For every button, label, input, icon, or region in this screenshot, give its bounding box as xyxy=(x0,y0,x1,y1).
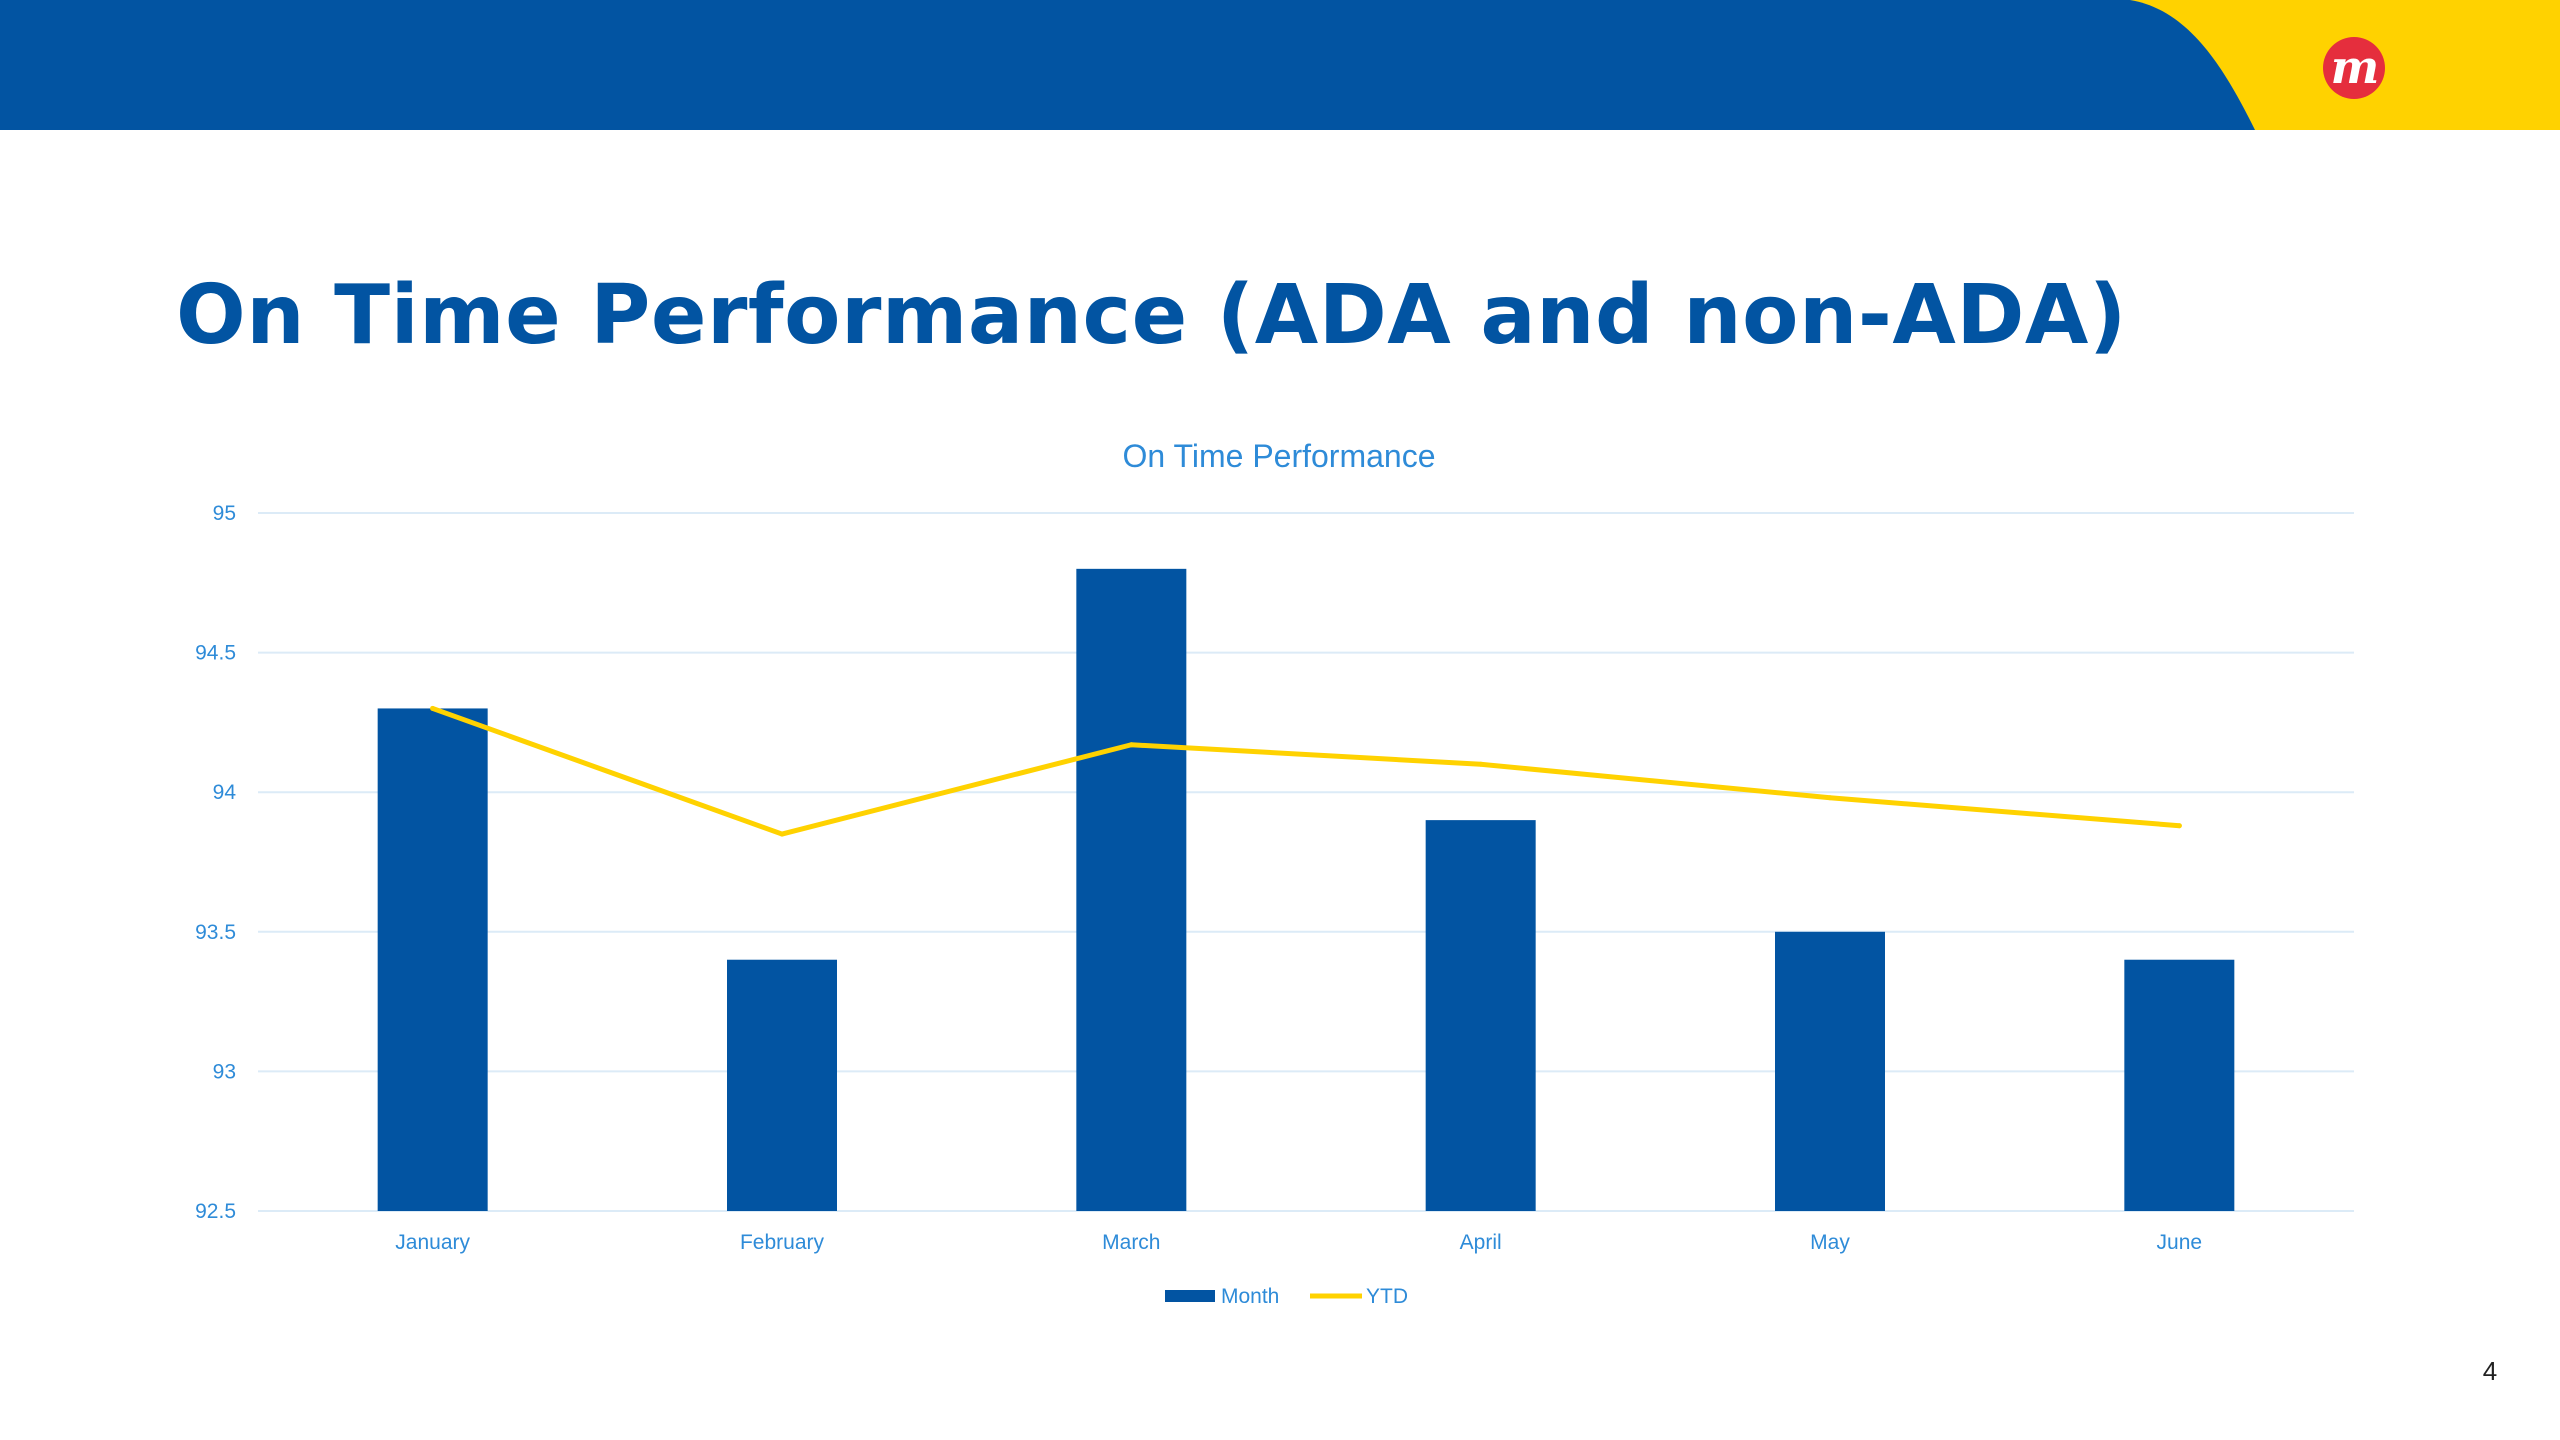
ytd-point-april xyxy=(1478,761,1484,767)
gridlines xyxy=(258,512,2354,1212)
legend-ytd-label: YTD xyxy=(1366,1285,1408,1308)
x-axis: January February March April May June xyxy=(395,1231,2202,1254)
ytd-point-june xyxy=(2176,823,2182,829)
x-tick-label: May xyxy=(1810,1231,1850,1254)
header-band: m xyxy=(0,0,2560,130)
chart-legend: Month YTD xyxy=(1165,1285,1408,1308)
y-axis: 95 94.5 94 93.5 93 92.5 xyxy=(195,502,236,1223)
on-time-performance-chart: On Time Performance 95 94.5 94 93.5 93 92.5 J… xyxy=(195,438,2354,1308)
ytd-line-series xyxy=(430,705,2182,837)
bar-march xyxy=(1076,568,1187,1211)
bar-april xyxy=(1425,820,1536,1211)
month-bars xyxy=(377,568,2235,1211)
y-tick-label: 92.5 xyxy=(195,1200,236,1223)
x-tick-label: March xyxy=(1102,1231,1160,1254)
y-tick-label: 95 xyxy=(213,502,236,525)
x-tick-label: June xyxy=(2157,1231,2203,1254)
y-tick-label: 94 xyxy=(213,781,237,804)
chart-title: On Time Performance xyxy=(1123,438,1436,474)
bar-february xyxy=(727,959,837,1211)
bar-may xyxy=(1775,931,1885,1211)
legend-month-swatch xyxy=(1165,1290,1215,1302)
y-tick-label: 93.5 xyxy=(195,921,236,944)
ytd-point-january xyxy=(430,705,436,711)
svg-text:m: m xyxy=(2331,40,2380,94)
x-tick-label: January xyxy=(395,1231,470,1254)
ytd-point-may xyxy=(1827,795,1833,801)
m-logo-icon: m xyxy=(2323,37,2385,99)
page-title: On Time Performance (ADA and non-ADA) xyxy=(176,268,2127,363)
page-number: 4 xyxy=(2482,1356,2498,1386)
header-blue-band xyxy=(0,0,2255,130)
x-tick-label: February xyxy=(740,1231,825,1254)
y-tick-label: 94.5 xyxy=(195,642,236,665)
x-tick-label: April xyxy=(1460,1231,1502,1254)
y-tick-label: 93 xyxy=(213,1060,236,1083)
ytd-point-february xyxy=(779,831,785,837)
bar-june xyxy=(2124,959,2235,1211)
bar-january xyxy=(377,708,488,1211)
ytd-line xyxy=(430,705,2182,837)
ytd-point-march xyxy=(1128,742,1134,748)
legend-month-label: Month xyxy=(1221,1285,1279,1308)
